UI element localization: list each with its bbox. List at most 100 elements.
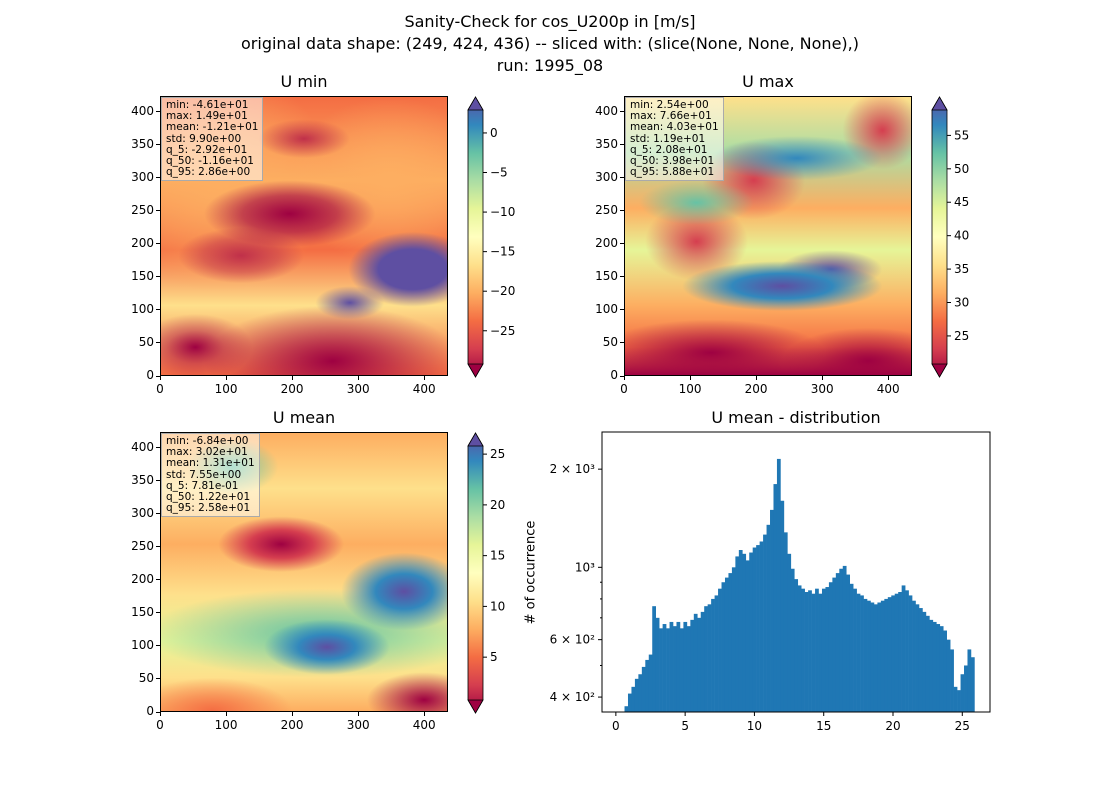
hist-bar xyxy=(659,628,663,712)
hist-bar xyxy=(835,573,840,712)
hist-bar xyxy=(853,588,857,712)
umax-title: U max xyxy=(742,72,794,91)
hist-bar xyxy=(645,659,650,712)
y-tick-mark xyxy=(156,480,160,482)
colorbar-tick-label: −10 xyxy=(490,205,515,219)
hist-bar xyxy=(953,686,958,712)
x-tick-label: 0 xyxy=(620,382,628,396)
y-tick-label: 150 xyxy=(131,268,154,283)
y-tick-mark xyxy=(156,375,160,377)
umin-stats-box: min: -4.61e+01 max: 1.49e+01 mean: -1.21… xyxy=(161,97,264,182)
hist-bar xyxy=(624,706,629,712)
hist-bar xyxy=(950,649,954,712)
hist-bar xyxy=(783,532,788,712)
x-tick-label: 200 xyxy=(280,382,304,396)
hist-bar xyxy=(700,611,705,712)
x-tick-label: 0 xyxy=(156,718,164,732)
y-tick-label: 150 xyxy=(595,268,618,283)
hist-bar xyxy=(918,608,923,712)
hist-bar xyxy=(894,593,899,712)
y-tick-mark xyxy=(156,447,160,449)
umax-stats-box: min: 2.54e+00 max: 7.66e+01 mean: 4.03e+… xyxy=(625,97,724,182)
y-tick-mark xyxy=(620,342,624,344)
hist-bar xyxy=(839,568,844,712)
hist-bar xyxy=(884,598,889,712)
x-tick-label: 400 xyxy=(412,718,436,732)
colorbar-extend-max xyxy=(467,432,484,447)
hist-bar xyxy=(724,577,729,712)
y-tick-mark xyxy=(620,177,624,179)
x-tick-label: 100 xyxy=(214,718,238,732)
umin-colorbar: 0 −5 −10 −15 −20 −25 xyxy=(467,96,515,378)
y-tick-label: 6 × 10² xyxy=(550,633,596,647)
y-tick-mark xyxy=(620,144,624,146)
hist-bar xyxy=(946,639,951,712)
hist-bar xyxy=(898,592,902,712)
hist-bar xyxy=(821,588,826,712)
hist-bar xyxy=(849,583,854,712)
hist-bar xyxy=(797,585,802,712)
x-tick-label: 0 xyxy=(156,382,164,396)
stat-line: q_5: -2.92e+01 xyxy=(166,143,248,156)
umin-plot: min: -4.61e+01 max: 1.49e+01 mean: -1.21… xyxy=(160,96,448,376)
umax-plot: min: 2.54e+00 max: 7.66e+01 mean: 4.03e+… xyxy=(624,96,912,376)
y-tick-mark xyxy=(156,144,160,146)
y-tick-mark xyxy=(156,276,160,278)
y-tick-label: 250 xyxy=(131,202,154,217)
y-tick-label: 50 xyxy=(602,334,618,349)
hist-bar xyxy=(638,674,643,712)
hist-bar xyxy=(738,550,743,712)
x-tick-label: 300 xyxy=(346,382,370,396)
hist-bar xyxy=(901,585,906,712)
umean-plot: min: -6.84e+00 max: 3.02e+01 mean: 1.31e… xyxy=(160,432,448,712)
x-tick-label: 20 xyxy=(885,719,900,733)
y-tick-mark xyxy=(156,711,160,713)
hist-bar xyxy=(877,602,882,712)
stat-line: q_50: 3.98e+01 xyxy=(630,155,715,168)
hist-bar xyxy=(925,615,930,712)
hist-bar xyxy=(770,509,774,712)
hist-bar xyxy=(735,556,740,712)
y-tick-label: 10³ xyxy=(575,560,595,574)
y-tick-label: 4 × 10² xyxy=(550,690,596,704)
y-tick-mark xyxy=(620,375,624,377)
y-tick-mark xyxy=(620,243,624,245)
stat-line: max: 1.49e+01 xyxy=(166,110,248,123)
y-tick-mark xyxy=(156,546,160,548)
stat-line: max: 3.02e+01 xyxy=(166,446,248,459)
hist-bar xyxy=(627,693,632,712)
hist-bar xyxy=(804,592,809,712)
colorbar-tick-label: 55 xyxy=(954,128,969,142)
figure-title-line1: Sanity-Check for cos_U200p in [m/s] xyxy=(404,12,696,31)
y-tick-label: 2 × 10³ xyxy=(550,462,596,476)
y-tick-label: 200 xyxy=(131,571,154,586)
y-tick-label: 300 xyxy=(131,169,154,184)
x-tick-mark xyxy=(357,376,359,380)
y-tick-mark xyxy=(156,309,160,311)
colorbar-body xyxy=(931,96,948,378)
y-tick-label: 100 xyxy=(131,637,154,652)
hist-bar xyxy=(673,626,677,712)
hist-bar xyxy=(856,593,861,712)
y-tick-mark xyxy=(156,678,160,680)
y-tick-label: 150 xyxy=(131,604,154,619)
hist-bar xyxy=(815,588,819,712)
colorbar-tick-label: 45 xyxy=(954,195,969,209)
stat-line: mean: 4.03e+01 xyxy=(630,121,719,134)
colorbar-tick-label: 25 xyxy=(954,329,969,343)
x-tick-mark xyxy=(225,376,227,380)
hist-bar xyxy=(943,630,947,712)
x-tick-label: 25 xyxy=(955,719,970,733)
colorbar-tick-label: 25 xyxy=(490,447,505,461)
x-tick-mark xyxy=(755,376,757,380)
hist-bar xyxy=(721,582,726,712)
hist-bar xyxy=(870,602,875,712)
colorbar-tick-label: 15 xyxy=(490,549,505,563)
y-tick-label: 50 xyxy=(138,334,154,349)
stat-line: q_95: 2.58e+01 xyxy=(166,502,251,515)
y-tick-mark xyxy=(156,579,160,581)
x-tick-mark xyxy=(291,712,293,716)
hist-bar xyxy=(711,598,715,712)
y-tick-label: 300 xyxy=(131,505,154,520)
hist-bar xyxy=(929,619,934,712)
